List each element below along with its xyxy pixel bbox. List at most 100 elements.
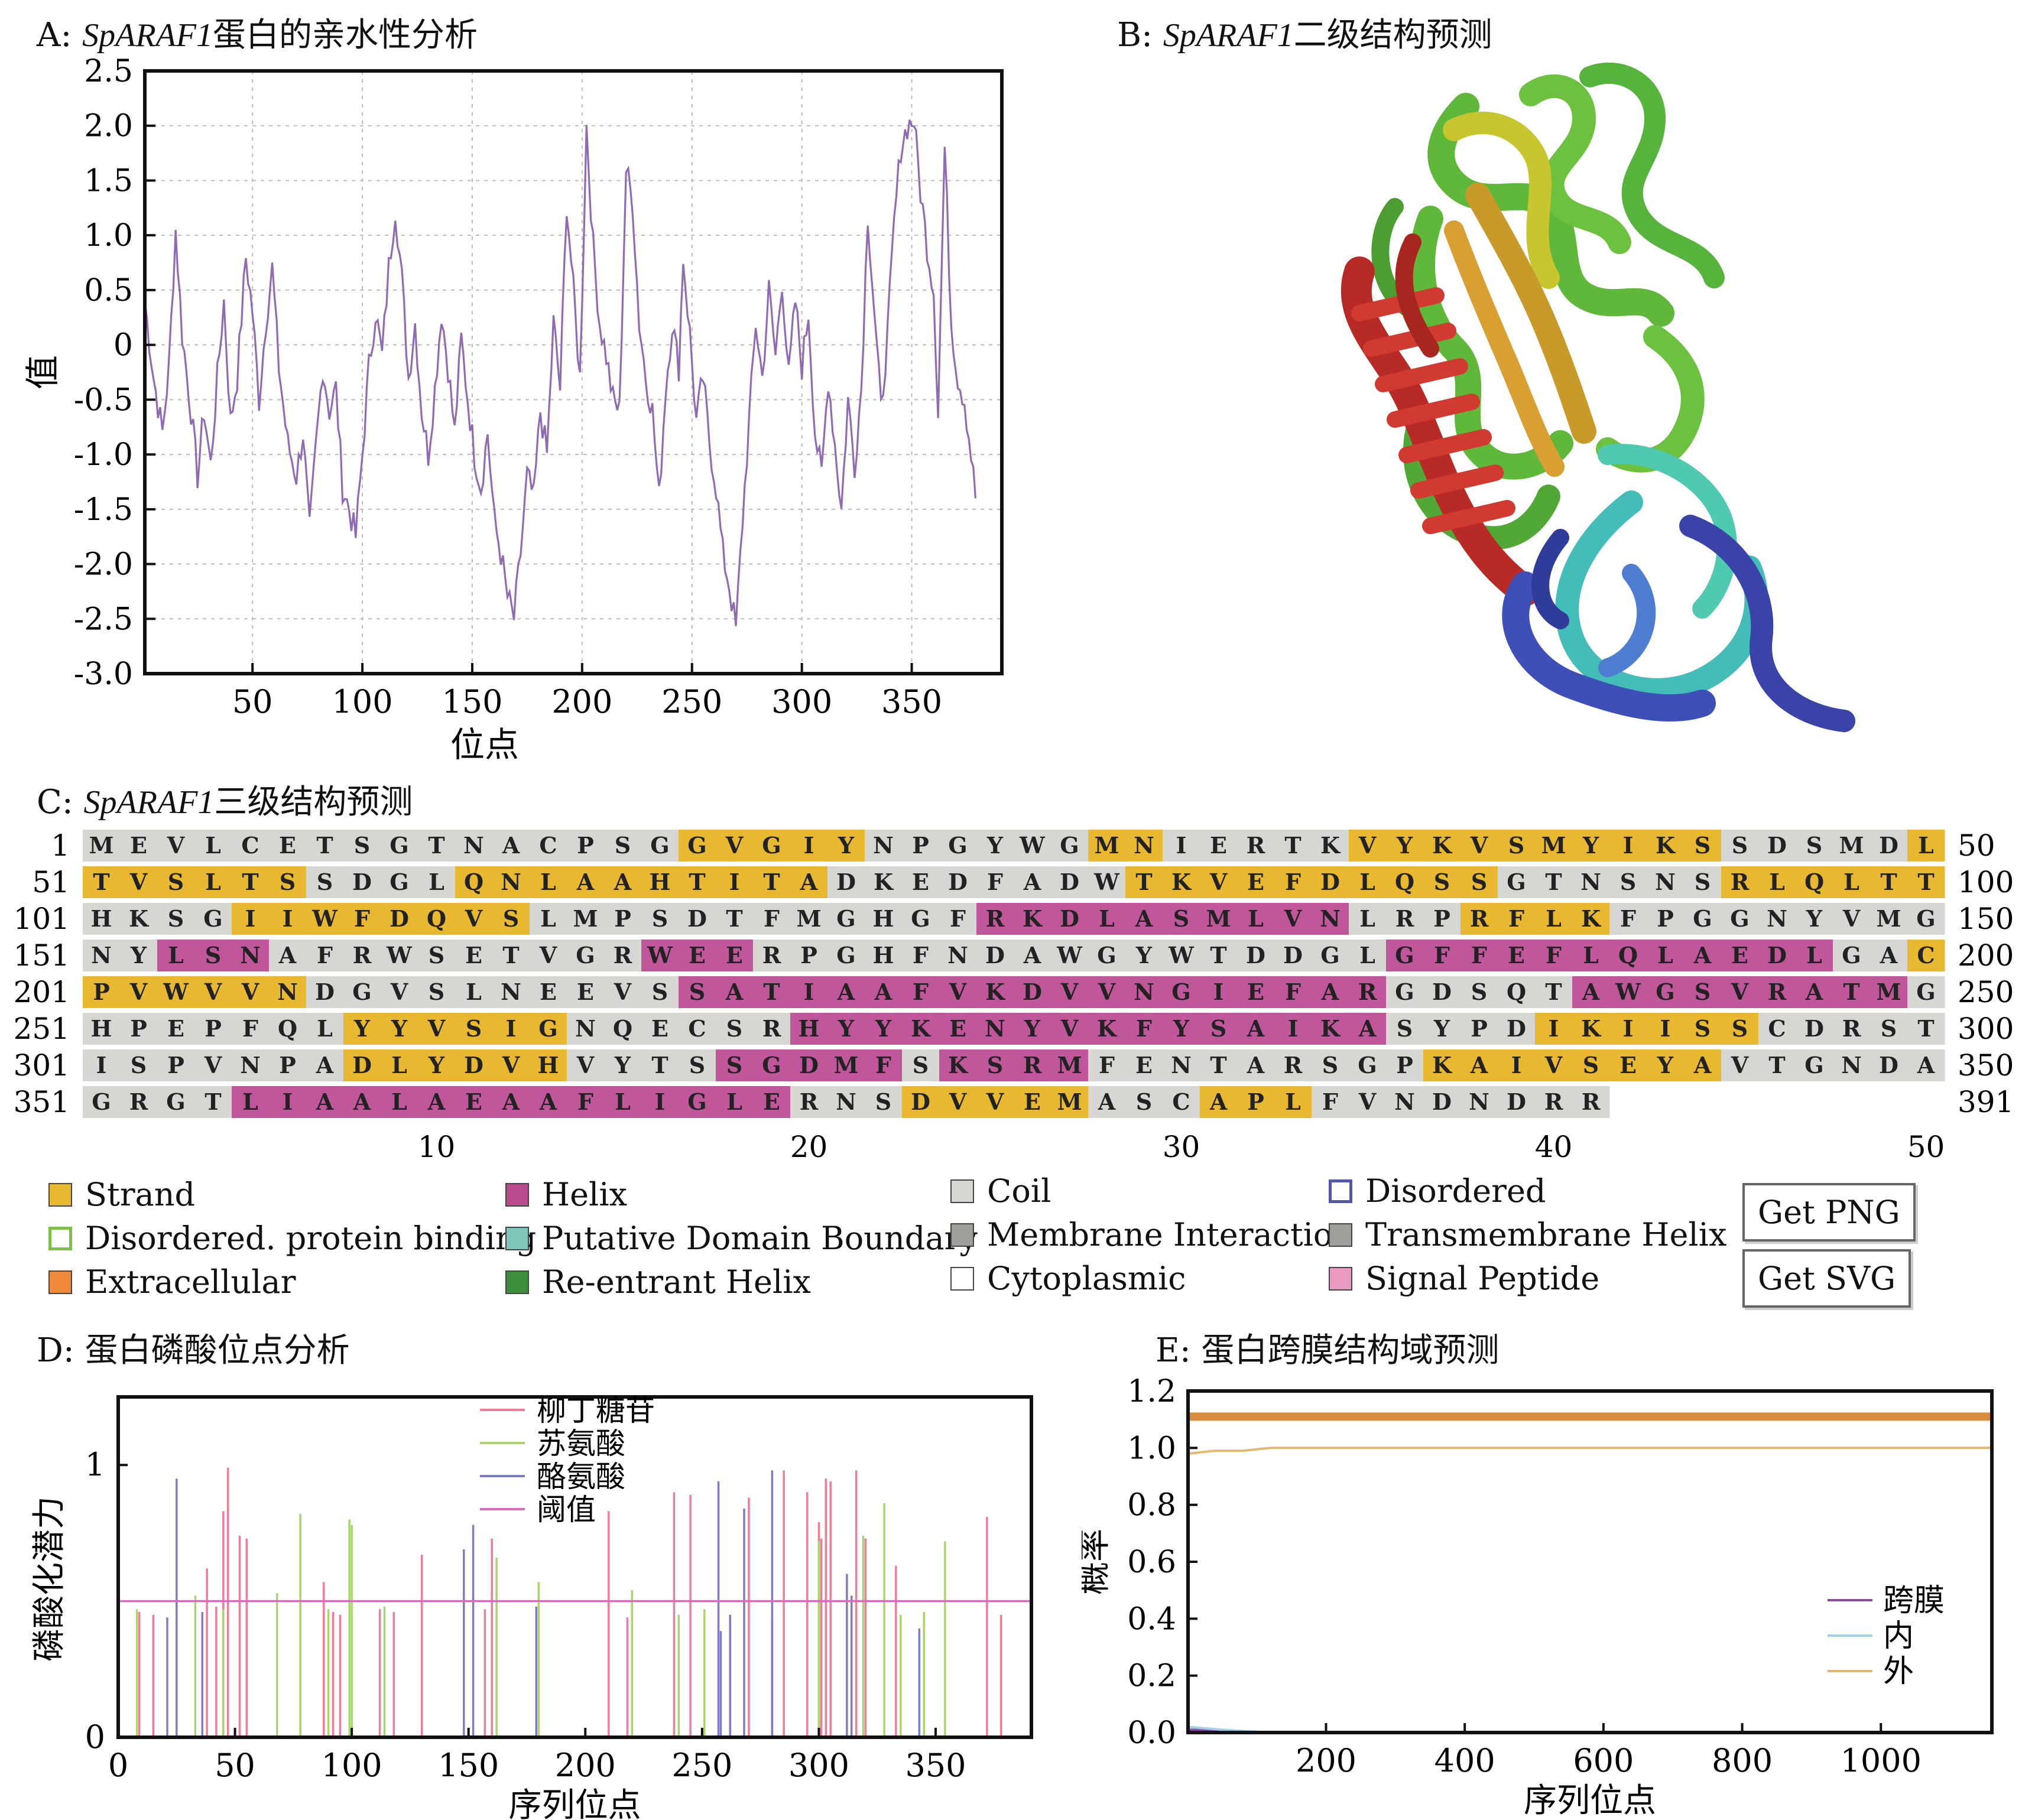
residue-cell	[157, 830, 195, 862]
residue-letter: Y	[1135, 942, 1153, 968]
residue-letter: L	[540, 869, 556, 895]
residue-cell	[1758, 903, 1796, 935]
legend-label: Putative Domain Boundary	[542, 1220, 978, 1257]
residue-cell	[1051, 940, 1089, 971]
residue-letter: R	[1544, 1088, 1563, 1115]
residue-cell	[1758, 1013, 1796, 1045]
residue-letter: T	[1843, 979, 1859, 1005]
residue-letter: D	[911, 1088, 930, 1115]
residue-cell	[1014, 866, 1051, 898]
x-axis-label: 序列位点	[1524, 1782, 1656, 1820]
residue-cell	[1274, 940, 1312, 971]
get-png-button[interactable]: Get PNG	[1742, 1183, 1916, 1242]
legend-swatch	[950, 1179, 974, 1203]
residue-cell	[1796, 903, 1833, 935]
panel-c-title-gene: SpARAF1	[83, 784, 215, 821]
x-axis-label: 序列位点	[509, 1786, 641, 1820]
residue-letter: L	[1769, 869, 1785, 895]
residue-letter: A	[576, 869, 595, 895]
get-svg-button[interactable]: Get SVG	[1742, 1249, 1911, 1308]
residue-letter: C	[1768, 1015, 1786, 1042]
residue-cell	[1163, 940, 1200, 971]
residue-letter: P	[205, 1015, 222, 1042]
residue-cell	[1833, 940, 1871, 971]
residue-cell	[418, 866, 456, 898]
residue-letter: M	[573, 905, 598, 932]
residue-letter: D	[985, 942, 1005, 968]
panel-d-title: D: 蛋白磷酸位点分析	[37, 1331, 350, 1370]
residue-cell	[1386, 1049, 1424, 1081]
residue-letter: I	[1213, 979, 1224, 1005]
residue-letter: A	[1247, 1015, 1265, 1042]
legend-item: Signal Peptide	[1329, 1260, 1599, 1297]
residue-letter: R	[1470, 905, 1489, 932]
residue-letter: H	[799, 1015, 820, 1042]
y-tick-label: 1.5	[84, 163, 133, 199]
residue-letter: A	[1880, 942, 1898, 968]
residue-cell	[343, 830, 381, 862]
residue-letter: P	[577, 832, 594, 859]
residue-cell	[902, 940, 940, 971]
residue-cell	[1051, 866, 1089, 898]
y-tick-label: 0.8	[1127, 1488, 1176, 1523]
residue-cell	[641, 976, 679, 1008]
residue-letter: V	[129, 979, 148, 1005]
residue-cell	[1088, 830, 1126, 862]
residue-cell	[567, 940, 605, 971]
residue-letter: K	[985, 979, 1006, 1005]
sequence-row: 101 H K S G I I W F D Q V S L M P S D T F M G H G F R K D L A S M L V N L R P…	[14, 902, 2014, 936]
residue-cell	[1870, 940, 1908, 971]
residue-cell	[865, 1049, 903, 1081]
residue-cell	[1125, 940, 1163, 971]
residue-letter: G	[1842, 942, 1861, 968]
sequence-row: 201 P V W V V N D G V S L N E E V S S A T I A A F V K D V V N G I E F A R G D…	[14, 975, 2014, 1009]
residue-cell	[1796, 1049, 1833, 1081]
residue-cell	[679, 1049, 716, 1081]
residue-cell	[641, 903, 679, 935]
x-tick-label: 1000	[1841, 1742, 1922, 1779]
residue-cell	[939, 866, 977, 898]
residue-cell	[790, 866, 828, 898]
residue-letter: V	[129, 869, 148, 895]
residue-cell	[827, 1086, 865, 1118]
residue-cell	[120, 903, 158, 935]
residue-letter: G	[166, 1088, 185, 1115]
residue-letter: Y	[1024, 1015, 1041, 1042]
residue-letter: F	[317, 942, 333, 968]
residue-cell	[865, 1086, 903, 1118]
residue-letter: L	[540, 905, 556, 932]
residue-letter: Q	[1395, 869, 1414, 895]
residue-letter: T	[689, 869, 705, 895]
residue-letter: L	[615, 1088, 631, 1115]
residue-cell	[1423, 976, 1461, 1008]
residue-letter: S	[1732, 832, 1748, 859]
residue-letter: W	[163, 979, 189, 1005]
residue-cell	[604, 830, 642, 862]
residue-letter: K	[874, 869, 894, 895]
residue-cell	[902, 1013, 940, 1045]
residue-cell	[194, 830, 232, 862]
residue-letter: R	[353, 942, 372, 968]
residue-letter: G	[352, 979, 371, 1005]
residue-cell	[1684, 903, 1722, 935]
legend-label: Re-entrant Helix	[542, 1263, 811, 1301]
residue-cell	[567, 1049, 605, 1081]
residue-cell	[716, 1049, 754, 1081]
residue-letter: V	[1731, 1052, 1750, 1078]
residue-cell	[1200, 976, 1238, 1008]
residue-letter: K	[911, 1015, 932, 1042]
residue-letter: H	[873, 905, 894, 932]
x-tick-label: 200	[551, 683, 612, 720]
residue-letter: N	[947, 942, 968, 968]
residue-letter: V	[241, 979, 260, 1005]
residue-cell	[1609, 1013, 1647, 1045]
residue-letter: S	[429, 942, 444, 968]
panel-b-title: B: SpARAF1二级结构预测	[1117, 8, 1492, 56]
residue-cell	[1535, 976, 1573, 1008]
residue-cell	[827, 866, 865, 898]
residue-letter: D	[1432, 979, 1452, 1005]
residue-letter: S	[131, 1052, 147, 1078]
residue-cell	[530, 1086, 567, 1118]
residue-letter: M	[89, 832, 113, 859]
residue-cell	[269, 1086, 307, 1118]
